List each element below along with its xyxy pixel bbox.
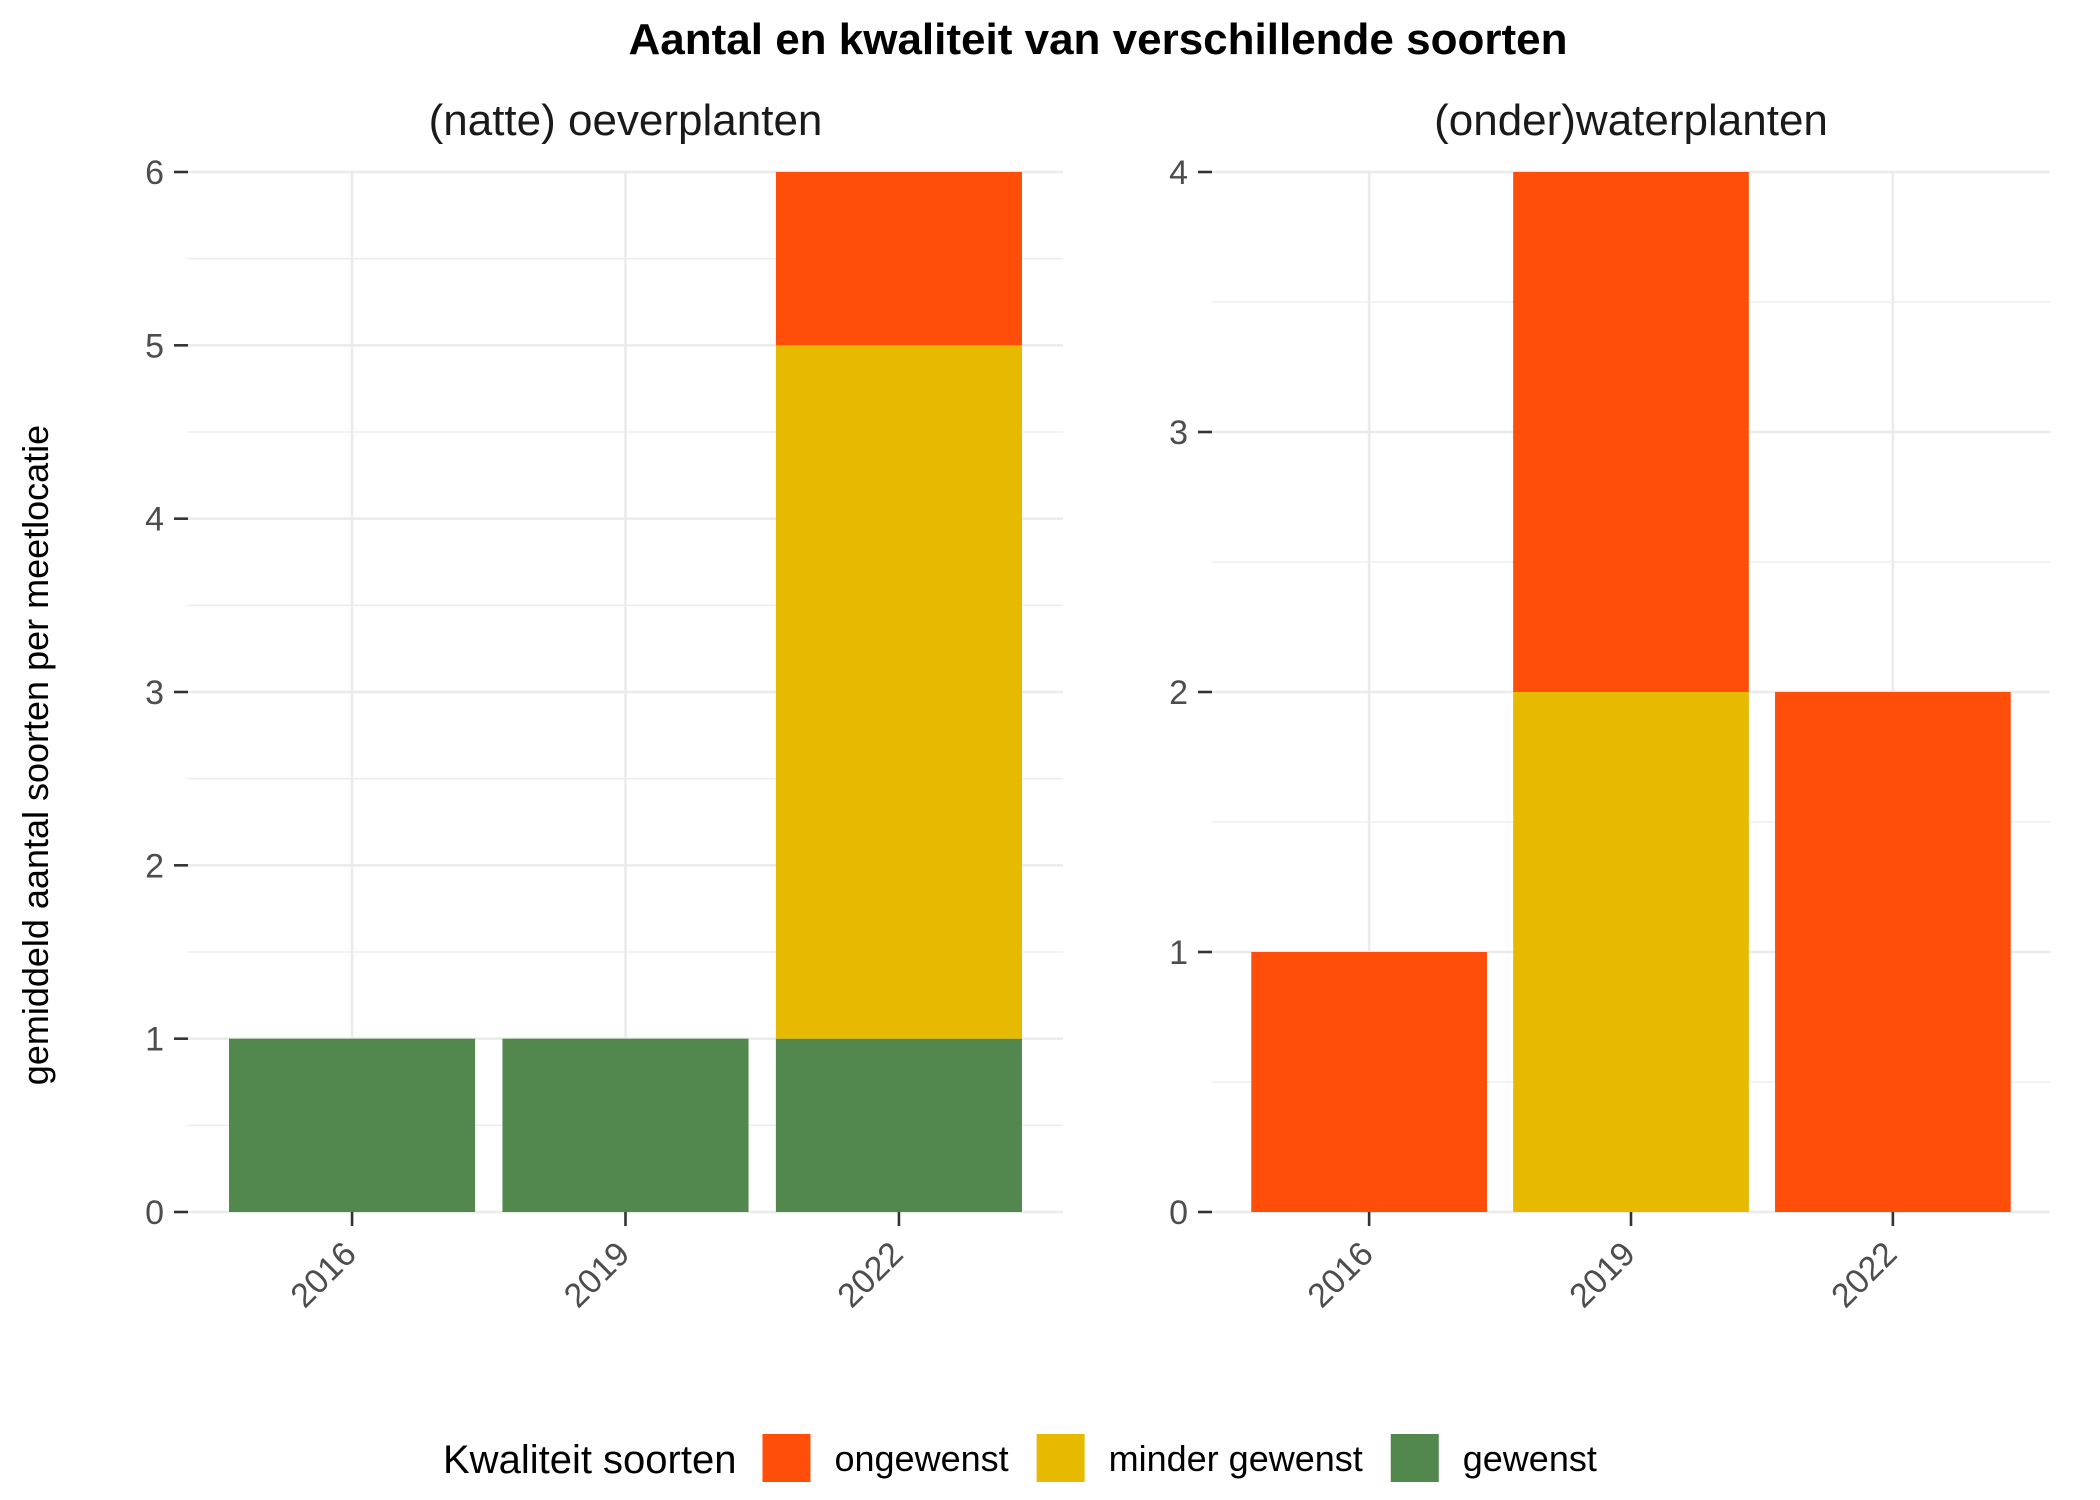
x-tick-label: 2019 — [1562, 1235, 1642, 1315]
x-tick-label: 2022 — [1824, 1235, 1904, 1315]
bar-minder-gewenst-2022 — [775, 345, 1022, 1039]
bar-ongewenst-2016 — [1251, 952, 1487, 1212]
y-tick-label: 5 — [145, 327, 164, 365]
legend: Kwaliteit soorten ongewenst minder gewens… — [443, 1434, 1597, 1482]
legend-swatch-ongewenst — [762, 1434, 811, 1482]
y-tick-label: 1 — [145, 1021, 164, 1059]
legend-title: Kwaliteit soorten — [443, 1438, 736, 1482]
x-tick-label: 2016 — [283, 1235, 363, 1315]
x-tick-label: 2016 — [1300, 1235, 1380, 1315]
legend-swatch-gewenst — [1390, 1434, 1439, 1482]
facet-title: (onder)waterplanten — [1434, 96, 1828, 145]
y-axis-label: gemiddeld aantal soorten per meetlocatie — [15, 425, 56, 1085]
legend-label-minder-gewenst: minder gewenst — [1109, 1438, 1363, 1479]
bar-gewenst-2016 — [229, 1038, 476, 1212]
bar-ongewenst-2019 — [1513, 172, 1749, 692]
y-tick-label: 3 — [1169, 414, 1188, 452]
y-tick-label: 4 — [1169, 154, 1188, 192]
bar-ongewenst-2022 — [1775, 692, 2011, 1212]
y-tick-label: 4 — [145, 501, 164, 539]
y-tick-label: 1 — [1169, 934, 1188, 972]
bar-gewenst-2022 — [775, 1038, 1022, 1212]
legend-label-ongewenst: ongewenst — [834, 1438, 1008, 1479]
chart-title: Aantal en kwaliteit van verschillende so… — [629, 15, 1568, 64]
legend-label-gewenst: gewenst — [1463, 1438, 1597, 1479]
y-tick-label: 3 — [145, 674, 164, 712]
bar-gewenst-2019 — [502, 1038, 749, 1212]
facet-panel-2: 0 1 2 3 4 2016 2019 2022 (onder)waterplanten — [1169, 96, 2050, 1315]
y-tick-label: 0 — [1169, 1194, 1188, 1232]
y-tick-label: 0 — [145, 1194, 164, 1232]
facet-panel-1: 0 1 2 3 4 5 6 2016 2019 2022 (natte) oeverplanten — [145, 96, 1063, 1315]
bar-minder-gewenst-2019 — [1513, 692, 1749, 1212]
y-tick-label: 2 — [145, 847, 164, 885]
bar-ongewenst-2022 — [775, 172, 1022, 346]
y-tick-label: 6 — [145, 154, 164, 192]
x-tick-label: 2019 — [557, 1235, 637, 1315]
y-tick-label: 2 — [1169, 674, 1188, 712]
legend-swatch-minder-gewenst — [1036, 1434, 1085, 1482]
x-tick-label: 2022 — [830, 1235, 910, 1315]
facet-title: (natte) oeverplanten — [429, 96, 823, 145]
